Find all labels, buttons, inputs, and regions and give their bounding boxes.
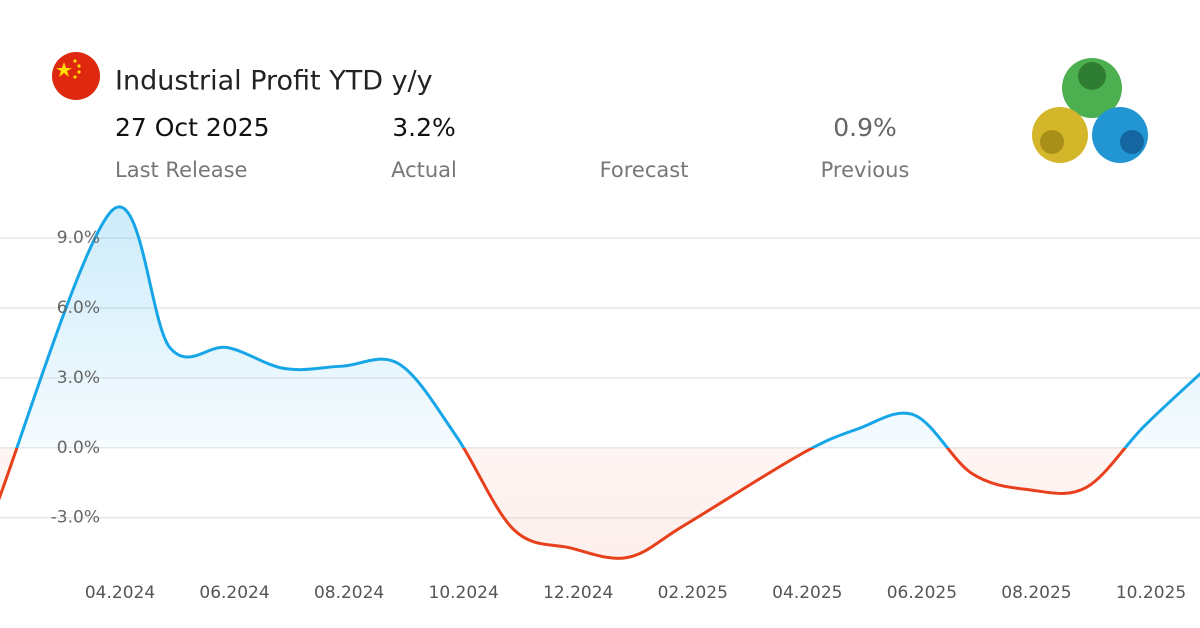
label: Last Release (115, 158, 247, 182)
x-tick-label: 10.2025 (1116, 583, 1186, 603)
logo (1032, 58, 1148, 163)
previous-value: 0.9% (833, 113, 897, 142)
label: Forecast (600, 158, 689, 182)
x-tick-label: 08.2024 (314, 583, 384, 603)
title: Industrial Profit YTD y/y (115, 66, 433, 97)
release-date: 27 Oct 2025 (115, 113, 270, 142)
x-tick-label: 08.2025 (1001, 583, 1071, 603)
x-tick-label: 12.2024 (543, 583, 613, 603)
y-tick-label: 9.0% (57, 228, 100, 248)
y-tick-label: 6.0% (57, 298, 100, 318)
x-tick-label: 06.2024 (199, 583, 269, 603)
label: Actual (391, 158, 457, 182)
x-tick-label: 02.2025 (658, 583, 728, 603)
y-tick-label: -3.0% (51, 508, 100, 528)
x-tick-label: 06.2025 (887, 583, 957, 603)
line (0, 205, 1200, 560)
label: Previous (821, 158, 910, 182)
flag (52, 52, 100, 100)
actual-value: 3.2% (392, 113, 456, 142)
x-tick-label: 04.2024 (85, 583, 155, 603)
x-tick-label: 04.2025 (772, 583, 842, 603)
area (0, 206, 1200, 559)
plot (0, 205, 1200, 560)
x-tick-label: 10.2024 (429, 583, 499, 603)
y-tick-label: 3.0% (57, 368, 100, 388)
y-tick-label: 0.0% (57, 438, 100, 458)
